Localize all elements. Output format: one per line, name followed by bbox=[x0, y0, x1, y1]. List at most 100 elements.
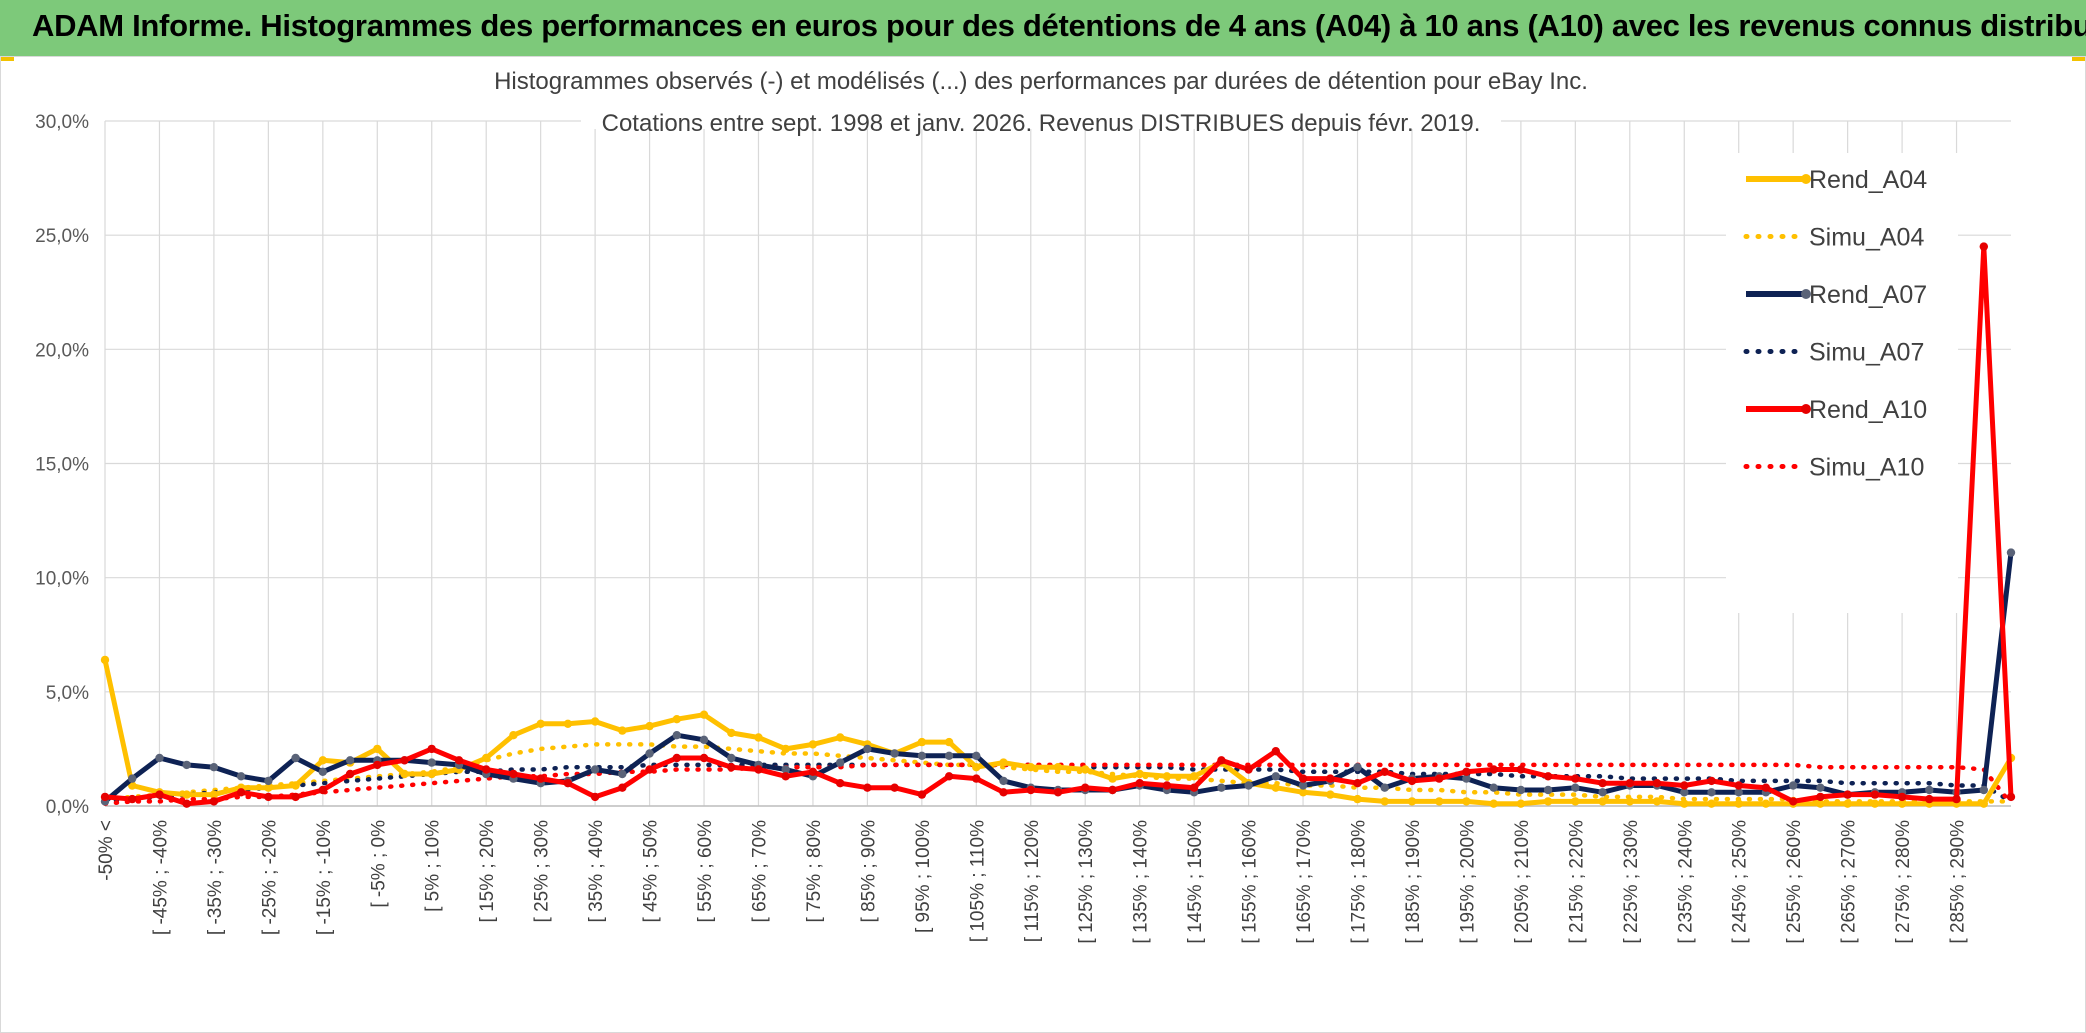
data-point-rend-a10 bbox=[672, 753, 681, 763]
legend-marker bbox=[1801, 174, 1811, 184]
data-point-rend-a04 bbox=[563, 719, 573, 728]
data-point-rend-a10 bbox=[1326, 774, 1335, 783]
data-point-rend-a04 bbox=[944, 737, 954, 747]
data-point-rend-a04 bbox=[1979, 799, 1989, 808]
data-point-rend-a10 bbox=[1435, 774, 1444, 783]
title-backdrop bbox=[461, 59, 1621, 95]
y-tick-label: 10,0% bbox=[35, 569, 89, 590]
y-tick-label: 30,0% bbox=[35, 112, 89, 133]
data-point-rend-a07 bbox=[1462, 774, 1471, 783]
data-point-rend-a10 bbox=[509, 769, 518, 779]
data-point-rend-a04 bbox=[672, 715, 681, 724]
data-point-rend-a07 bbox=[128, 774, 137, 783]
x-tick-label: [ 115% ; 120% bbox=[1022, 820, 1043, 942]
chart-area: 0,0% 5,0% 10,0% 15,0% 20,0% 25,0% 30,0% -50% <… bbox=[0, 56, 2086, 1033]
data-point-rend-a10 bbox=[209, 797, 219, 806]
data-point-rend-a04 bbox=[373, 744, 382, 754]
data-point-rend-a10 bbox=[645, 765, 654, 774]
x-tick-label: [ 265% ; 270% bbox=[1839, 820, 1860, 944]
data-point-rend-a07 bbox=[1516, 785, 1526, 795]
series-line-rend-a10 bbox=[104, 244, 2014, 807]
data-point-rend-a10 bbox=[1135, 779, 1144, 788]
data-point-rend-a04 bbox=[400, 769, 409, 779]
x-tick-label: [ 25% ; 30% bbox=[532, 820, 553, 923]
data-point-rend-a07 bbox=[618, 769, 627, 779]
data-point-rend-a10 bbox=[1380, 767, 1389, 776]
data-point-rend-a10 bbox=[836, 779, 845, 788]
data-point-rend-a07 bbox=[182, 760, 191, 770]
data-point-rend-a10 bbox=[482, 765, 491, 774]
data-point-rend-a10 bbox=[2006, 792, 2016, 802]
data-point-rend-a07 bbox=[1543, 785, 1553, 795]
x-tick-label: [ 135% ; 140% bbox=[1131, 820, 1152, 944]
data-point-rend-a04 bbox=[1843, 799, 1852, 808]
data-point-rend-a07 bbox=[264, 776, 273, 786]
x-tick-label: [ 95% ; 100% bbox=[913, 820, 934, 933]
data-point-rend-a10 bbox=[590, 792, 600, 802]
x-tick-label: [ 75% ; 80% bbox=[804, 820, 825, 923]
data-point-rend-a07 bbox=[345, 756, 355, 765]
x-tick-label: [ 45% ; 50% bbox=[641, 820, 662, 923]
data-point-rend-a04 bbox=[209, 790, 219, 799]
x-tick-label: [ 105% ; 110% bbox=[967, 820, 988, 942]
data-point-rend-a10 bbox=[1816, 792, 1825, 802]
data-point-rend-a07 bbox=[672, 731, 681, 740]
data-point-rend-a10 bbox=[128, 794, 137, 804]
data-point-rend-a04 bbox=[1271, 783, 1281, 792]
legend-marker bbox=[1801, 289, 1811, 299]
data-point-rend-a04 bbox=[264, 783, 273, 792]
data-point-rend-a10 bbox=[1298, 774, 1308, 783]
data-point-rend-a10 bbox=[155, 790, 164, 799]
data-point-rend-a04 bbox=[182, 790, 191, 799]
x-tick-label: [ 55% ; 60% bbox=[695, 820, 716, 923]
data-point-rend-a04 bbox=[1353, 794, 1362, 804]
data-point-rend-a10 bbox=[454, 756, 464, 765]
data-point-rend-a04 bbox=[999, 758, 1008, 767]
x-tick-label: [ 235% ; 240% bbox=[1675, 820, 1696, 944]
data-point-rend-a10 bbox=[1680, 781, 1689, 790]
data-point-rend-a04 bbox=[1571, 797, 1580, 806]
x-tick-label: -50% < bbox=[96, 820, 117, 881]
data-point-rend-a07 bbox=[1489, 783, 1498, 792]
data-point-rend-a04 bbox=[1053, 763, 1063, 772]
x-tick-label: [ 255% ; 260% bbox=[1784, 820, 1805, 944]
x-tick-label: [ 5% ; 10% bbox=[423, 820, 444, 912]
data-point-rend-a10 bbox=[1925, 794, 1934, 804]
legend-label: Rend_A10 bbox=[1809, 396, 1927, 424]
data-point-rend-a07 bbox=[1789, 781, 1798, 790]
data-point-rend-a10 bbox=[890, 783, 899, 792]
legend-label: Simu_A07 bbox=[1809, 339, 1924, 367]
data-point-rend-a04 bbox=[509, 731, 518, 740]
data-point-rend-a04 bbox=[1516, 799, 1526, 808]
data-point-rend-a04 bbox=[536, 719, 545, 728]
x-tick-label: [ 65% ; 70% bbox=[749, 820, 770, 923]
data-point-rend-a04 bbox=[1598, 797, 1607, 806]
x-tick-label: [ -35% ; -30% bbox=[205, 820, 226, 935]
data-point-rend-a10 bbox=[1462, 767, 1471, 776]
legend-item-simu-a07: Simu_A07 bbox=[1743, 339, 1924, 367]
data-point-rend-a07 bbox=[1244, 781, 1253, 790]
data-point-rend-a04 bbox=[1870, 799, 1880, 808]
data-point-rend-a04 bbox=[1407, 797, 1417, 806]
data-point-rend-a04 bbox=[1026, 763, 1036, 772]
data-point-rend-a07 bbox=[727, 753, 736, 763]
x-tick-label: [ 85% ; 90% bbox=[858, 820, 879, 923]
data-point-rend-a04 bbox=[482, 753, 491, 763]
data-point-rend-a04 bbox=[699, 710, 709, 719]
data-point-rend-a07 bbox=[999, 776, 1008, 786]
data-point-rend-a10 bbox=[1897, 792, 1907, 802]
data-point-rend-a04 bbox=[590, 717, 600, 726]
data-point-rend-a04 bbox=[618, 726, 627, 735]
data-point-rend-a10 bbox=[1244, 765, 1253, 774]
data-point-rend-a07 bbox=[863, 744, 872, 754]
y-axis-ticks: 0,0% 5,0% 10,0% 15,0% 20,0% 25,0% 30,0% bbox=[35, 112, 89, 818]
legend-marker bbox=[1801, 404, 1811, 414]
data-point-rend-a10 bbox=[1407, 776, 1417, 786]
data-point-rend-a10 bbox=[1652, 779, 1662, 788]
data-point-rend-a10 bbox=[1789, 797, 1798, 806]
data-point-rend-a10 bbox=[1516, 765, 1526, 774]
data-point-rend-a07 bbox=[155, 753, 164, 763]
series-line-simu-a10 bbox=[102, 762, 2014, 806]
data-point-rend-a04 bbox=[836, 733, 845, 742]
